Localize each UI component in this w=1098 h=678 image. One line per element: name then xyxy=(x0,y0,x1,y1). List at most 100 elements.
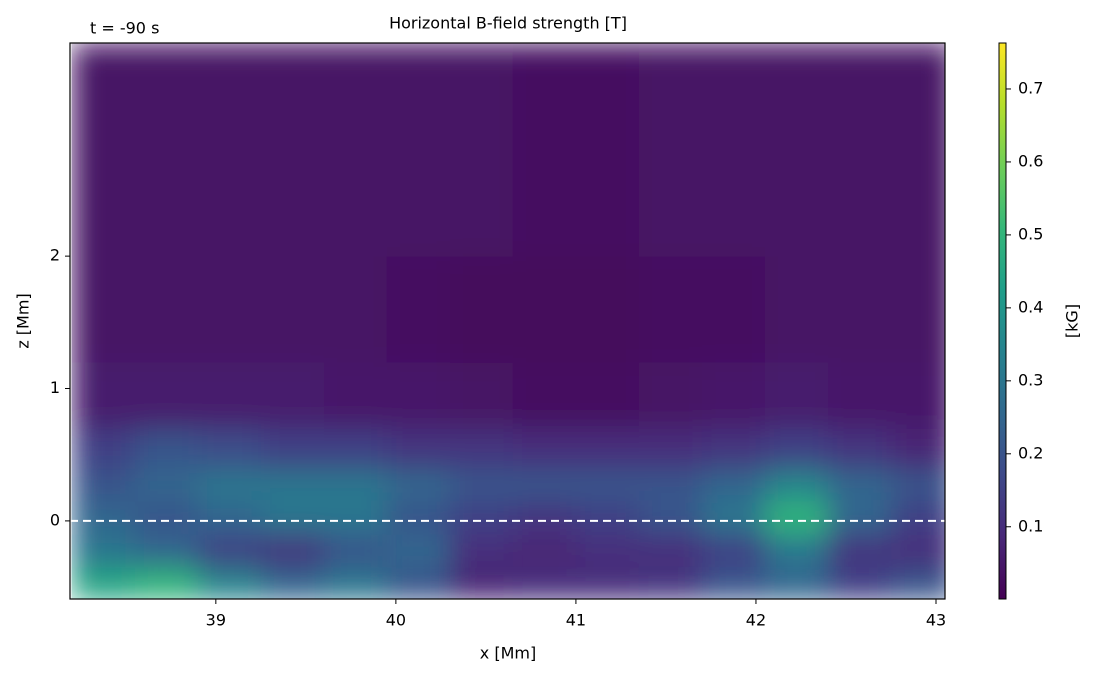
heatmap-cell xyxy=(260,362,325,429)
heatmap-cell xyxy=(575,467,640,502)
heatmap-cell xyxy=(260,567,325,599)
heatmap-cell xyxy=(386,428,451,469)
heatmap-cell xyxy=(575,43,640,257)
heatmap-cell xyxy=(764,567,829,599)
heatmap-cell xyxy=(638,428,703,469)
heatmap-cell xyxy=(890,501,945,535)
y-tick-label: 0 xyxy=(50,510,60,529)
heatmap-cell xyxy=(638,467,703,502)
heatmap-cell xyxy=(134,534,199,568)
heatmap-cell xyxy=(197,501,262,535)
annotation: t = -90 s xyxy=(90,19,159,38)
heatmap-cell xyxy=(638,534,703,568)
heatmap-cell xyxy=(701,362,766,429)
x-tick-label: 39 xyxy=(206,611,226,630)
x-tick-label: 42 xyxy=(746,611,766,630)
heatmap-cell xyxy=(134,428,199,469)
heatmap-cell xyxy=(197,362,262,429)
colorbar-tick-label: 0.3 xyxy=(1018,370,1043,389)
heatmap-cell xyxy=(827,467,892,502)
heatmap-cell xyxy=(764,43,829,257)
heatmap-cell xyxy=(323,534,388,568)
heatmap-cell xyxy=(386,256,451,363)
heatmap-cell xyxy=(386,43,451,257)
heatmap-cell xyxy=(197,534,262,568)
heatmap-cell xyxy=(764,362,829,429)
heatmap-cell xyxy=(701,501,766,535)
colorbar-tick-label: 0.1 xyxy=(1018,516,1043,535)
heatmap-cell xyxy=(890,362,945,429)
heatmap-cell xyxy=(449,256,514,363)
heatmap-cell xyxy=(827,256,892,363)
colorbar-tick-label: 0.6 xyxy=(1018,151,1043,170)
heatmap-cell xyxy=(323,467,388,502)
heatmap-cell xyxy=(71,501,136,535)
heatmap-cell xyxy=(890,534,945,568)
heatmap-cell xyxy=(71,428,136,469)
heatmap-cell xyxy=(701,256,766,363)
heatmap-cell xyxy=(512,534,577,568)
heatmap-cell xyxy=(260,534,325,568)
heatmap-cell xyxy=(260,256,325,363)
heatmap-cell xyxy=(323,362,388,429)
heatmap-cell xyxy=(512,256,577,363)
heatmap-cell xyxy=(449,501,514,535)
x-tick-label: 41 xyxy=(566,611,586,630)
heatmap-cell xyxy=(323,567,388,599)
heatmap-cell xyxy=(260,43,325,257)
heatmap-cell xyxy=(134,43,199,257)
heatmap-cell xyxy=(71,534,136,568)
plot-frame xyxy=(69,42,946,600)
heatmap-cell xyxy=(197,567,262,599)
heatmap-cell xyxy=(197,428,262,469)
heatmap-cell xyxy=(512,362,577,429)
heatmap-cell xyxy=(512,467,577,502)
chart-title: Horizontal B-field strength [T] xyxy=(389,14,627,33)
y-axis-label: z [Mm] xyxy=(14,293,33,348)
heatmap-cell xyxy=(323,428,388,469)
heatmap-cell xyxy=(71,256,136,363)
heatmap-cell xyxy=(134,501,199,535)
x-tick-label: 43 xyxy=(926,611,946,630)
colorbar xyxy=(998,42,1007,600)
heatmap-cell xyxy=(638,362,703,429)
heatmap-cell xyxy=(638,256,703,363)
heatmap-cell xyxy=(575,567,640,599)
colorbar-tick-label: 0.2 xyxy=(1018,443,1043,462)
heatmap-cell xyxy=(71,567,136,599)
heatmap-cell xyxy=(764,501,829,535)
heatmap-cell xyxy=(827,534,892,568)
heatmap-cell xyxy=(260,501,325,535)
colorbar-tick-label: 0.5 xyxy=(1018,224,1043,243)
heatmap-cell xyxy=(638,567,703,599)
heatmap-cell xyxy=(449,428,514,469)
heatmap-cell xyxy=(764,256,829,363)
heatmap-cell xyxy=(386,534,451,568)
heatmap-cell xyxy=(890,256,945,363)
heatmap-cell xyxy=(764,428,829,469)
heatmap-cell xyxy=(323,256,388,363)
heatmap-cell xyxy=(449,534,514,568)
heatmap-cell xyxy=(134,467,199,502)
heatmap-cell xyxy=(449,362,514,429)
heatmap-cell xyxy=(386,567,451,599)
heatmap-cell xyxy=(449,43,514,257)
heatmap-cell xyxy=(890,467,945,502)
heatmap-cell xyxy=(701,534,766,568)
heatmap-cell xyxy=(701,567,766,599)
colorbar-label: [kG] xyxy=(1063,304,1082,338)
heatmap-cell xyxy=(890,43,945,257)
heatmap-cell xyxy=(386,501,451,535)
heatmap-cell xyxy=(197,256,262,363)
heatmap-cell xyxy=(197,467,262,502)
x-axis-label: x [Mm] xyxy=(480,644,536,663)
heatmap-cell xyxy=(764,534,829,568)
heatmap-cell xyxy=(827,428,892,469)
colorbar-tick-label: 0.4 xyxy=(1018,297,1043,316)
heatmap-cell xyxy=(575,362,640,429)
heatmap-cell xyxy=(386,362,451,429)
heatmap-cell xyxy=(260,467,325,502)
heatmap-cell xyxy=(323,501,388,535)
heatmap-cell xyxy=(134,362,199,429)
heatmap-cell xyxy=(197,43,262,257)
